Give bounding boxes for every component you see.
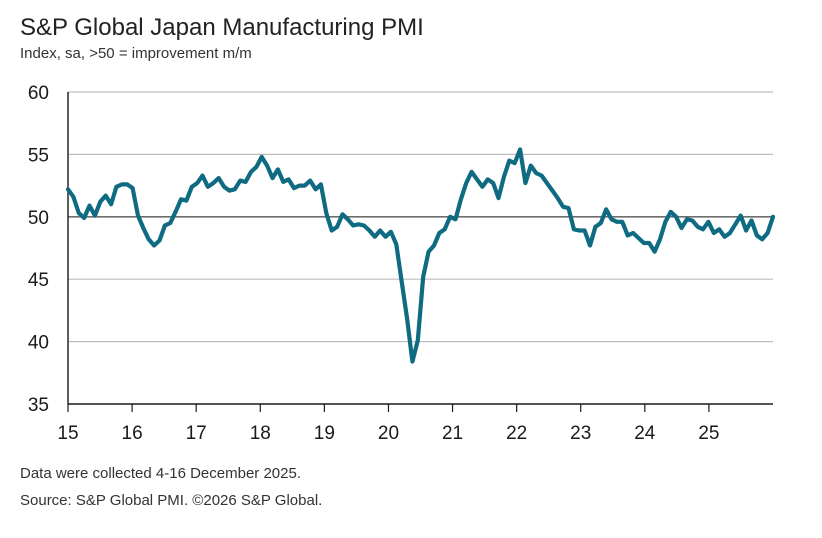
y-tick-label: 60 <box>28 83 49 104</box>
y-axis-tick-labels: 60 55 50 45 40 35 <box>28 83 49 416</box>
chart-subtitle: Index, sa, >50 = improvement m/m <box>20 45 252 62</box>
gridlines <box>68 91 773 343</box>
source-note: Source: S&P Global PMI. ©2026 S&P Global… <box>20 492 323 509</box>
y-tick-label: 50 <box>28 208 49 229</box>
y-tick-label: 40 <box>28 333 49 354</box>
x-tick-label: 16 <box>122 423 143 444</box>
data-collection-note: Data were collected 4-16 December 2025. <box>20 465 301 482</box>
series-layer <box>65 147 776 364</box>
x-tick-label: 18 <box>250 423 271 444</box>
x-tick-label: 23 <box>570 423 591 444</box>
y-tick-label: 35 <box>28 395 49 416</box>
x-axis-tick-labels: 15 16 17 18 19 20 21 22 23 24 25 <box>57 423 719 444</box>
x-axis-tick-marks <box>67 404 710 412</box>
series-line-0 <box>65 147 776 364</box>
x-tick-label: 19 <box>314 423 335 444</box>
x-tick-label: 25 <box>698 423 719 444</box>
x-tick-label: 17 <box>186 423 207 444</box>
chart-title: S&P Global Japan Manufacturing PMI <box>20 14 424 41</box>
x-tick-label: 15 <box>57 423 78 444</box>
x-tick-label: 22 <box>506 423 527 444</box>
x-tick-label: 21 <box>442 423 463 444</box>
y-tick-label: 45 <box>28 270 49 291</box>
x-tick-label: 20 <box>378 423 399 444</box>
y-tick-label: 55 <box>28 145 49 166</box>
x-tick-label: 24 <box>634 423 656 444</box>
